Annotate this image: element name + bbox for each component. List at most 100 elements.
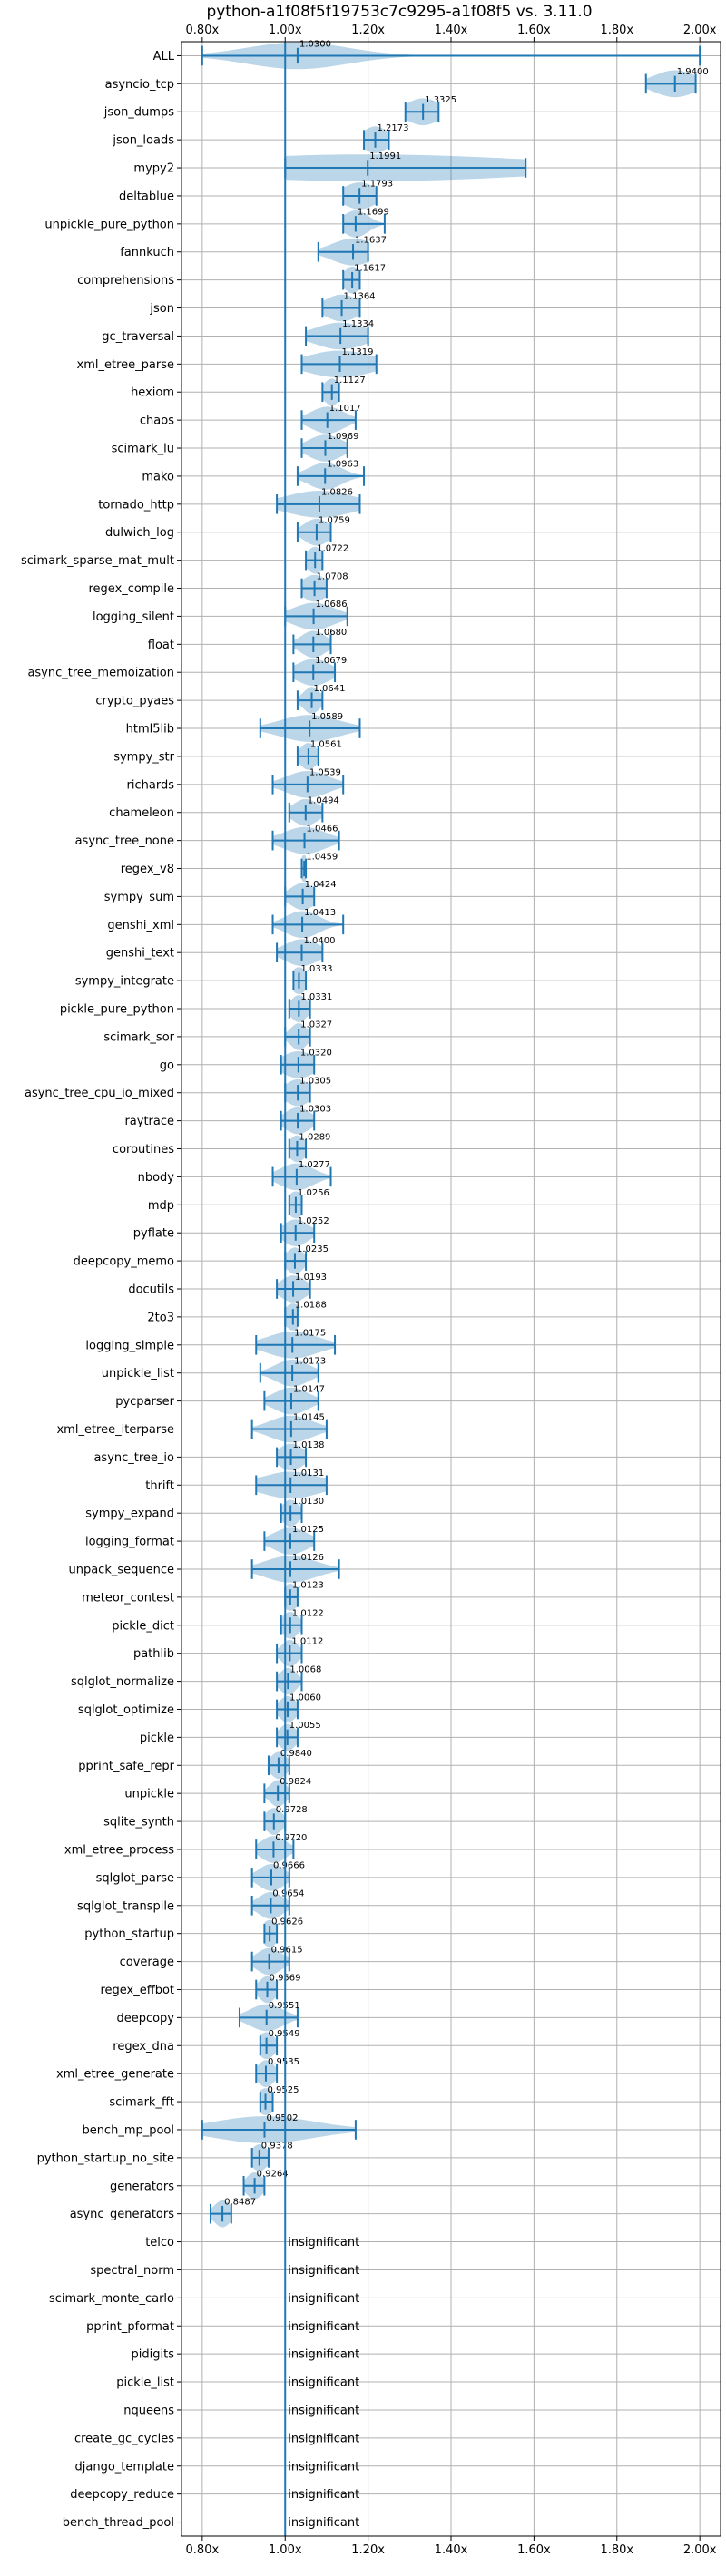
benchmark-row: unpickle_pure_python 1.1699 — [44, 208, 389, 238]
benchmark-name: sqlglot_transpile — [77, 1899, 174, 1913]
benchmark-name: nbody — [138, 1171, 175, 1185]
value-label: 0.9654 — [272, 1889, 304, 1899]
value-label: 1.0561 — [310, 740, 342, 750]
benchmark-name: richards — [127, 778, 175, 792]
x-tick-label-bottom: 1.00x — [269, 2543, 302, 2557]
value-label: 0.9728 — [276, 1805, 308, 1815]
value-label: 1.1364 — [344, 291, 376, 301]
benchmark-name: unpickle — [124, 1788, 174, 1801]
benchmark-name: docutils — [128, 1283, 174, 1297]
benchmark-row: xml_etree_generate 0.9535 — [56, 2057, 299, 2087]
value-label: 1.0300 — [299, 39, 331, 49]
benchmark-row: mako 1.0963 — [142, 460, 366, 490]
benchmark-name: async_generators — [70, 2208, 175, 2221]
chart-title: python-a1f08f5f19753c7c9295-a1f08f5 vs. … — [206, 3, 592, 21]
benchmark-name: django_template — [75, 2460, 174, 2474]
benchmark-row: pickle_pure_python 1.0331 — [60, 992, 332, 1022]
benchmark-name: fannkuch — [120, 246, 174, 259]
x-tick-label-bottom: 0.80x — [186, 2543, 220, 2557]
benchmark-name: genshi_xml — [107, 919, 174, 932]
benchmark-name: logging_format — [85, 1536, 174, 1549]
value-label: 1.0331 — [300, 992, 332, 1002]
benchmark-row: sqlglot_normalize 1.0068 — [71, 1664, 321, 1695]
insignificant-label: insignificant — [288, 2320, 359, 2334]
benchmark-row: async_tree_io 1.0138 — [93, 1440, 325, 1471]
benchmark-name: coverage — [120, 1956, 174, 1969]
value-label: 1.1793 — [361, 180, 393, 190]
benchmark-name: bench_mp_pool — [82, 2123, 174, 2137]
benchmark-row: pprint_pformat insignificant — [86, 2320, 359, 2334]
insignificant-label: insignificant — [288, 2488, 359, 2502]
benchmark-name: xml_etree_generate — [56, 2068, 174, 2082]
benchmark-row: pickle_list insignificant — [116, 2376, 359, 2390]
benchmark-name: regex_compile — [88, 582, 174, 596]
benchmark-row: dulwich_log 1.0759 — [105, 516, 350, 546]
value-label: 0.9264 — [257, 2170, 289, 2180]
benchmark-name: json_dumps — [103, 106, 174, 120]
value-label: 0.9502 — [266, 2113, 298, 2123]
benchmark-row: deepcopy 0.9551 — [116, 2001, 300, 2032]
benchmark-row: pprint_safe_repr 0.9840 — [78, 1749, 312, 1780]
value-label: 1.0173 — [294, 1357, 326, 1367]
benchmark-name: unpickle_list — [102, 1367, 174, 1381]
value-label: 1.0122 — [292, 1609, 324, 1619]
x-tick-label-top: 1.80x — [600, 24, 633, 37]
value-label: 1.0068 — [289, 1664, 321, 1674]
value-label: 1.0131 — [292, 1469, 324, 1478]
benchmark-name: xml_etree_process — [64, 1843, 174, 1857]
value-label: 1.0333 — [300, 964, 332, 974]
benchmark-name: deepcopy_memo — [74, 1255, 174, 1269]
benchmark-row: hexiom 1.1127 — [131, 376, 366, 406]
value-label: 1.0686 — [316, 600, 348, 610]
benchmark-row: pickle_dict 1.0122 — [112, 1609, 324, 1639]
benchmark-name: async_tree_cpu_io_mixed — [25, 1087, 174, 1100]
benchmark-name: mdp — [148, 1199, 174, 1213]
benchmark-row: generators 0.9264 — [110, 2170, 289, 2200]
benchmark-name: sqlglot_optimize — [78, 1703, 174, 1717]
benchmark-name: pickle_dict — [112, 1619, 174, 1633]
benchmark-name: pyflate — [133, 1227, 174, 1241]
benchmark-row: scimark_lu 1.0969 — [112, 432, 359, 462]
benchmark-row: deepcopy_memo 1.0235 — [74, 1244, 329, 1274]
value-label: 1.1017 — [329, 404, 361, 414]
benchmark-row: python_startup_no_site 0.9378 — [37, 2142, 293, 2171]
benchmark-row: asyncio_tcp 1.9400 — [105, 67, 709, 98]
benchmark-row: django_template insignificant — [75, 2460, 360, 2474]
value-label: 1.1699 — [358, 208, 389, 218]
value-label: 1.1334 — [342, 319, 374, 329]
benchmark-row: mdp 1.0256 — [148, 1188, 329, 1219]
value-label: 1.0060 — [289, 1693, 321, 1703]
value-label: 1.0722 — [317, 543, 348, 553]
benchmark-row: sqlite_synth 0.9728 — [103, 1805, 308, 1835]
insignificant-label: insignificant — [288, 2460, 359, 2474]
value-label: 1.0252 — [298, 1216, 329, 1226]
x-tick-label-bottom: 2.00x — [683, 2543, 717, 2557]
value-label: 1.0289 — [299, 1132, 330, 1142]
benchmark-name: pprint_safe_repr — [78, 1760, 174, 1773]
value-label: 1.0123 — [292, 1581, 324, 1591]
x-tick-label-bottom: 1.80x — [600, 2543, 633, 2557]
benchmark-name: json — [149, 302, 174, 316]
benchmark-row: sympy_str 1.0561 — [113, 740, 342, 770]
benchmark-name: python_startup — [84, 1927, 174, 1941]
benchmark-row: nqueens insignificant — [123, 2404, 359, 2417]
value-label: 1.0112 — [291, 1636, 323, 1646]
value-label: 0.9535 — [268, 2057, 299, 2067]
benchmark-name: deepcopy — [116, 2012, 174, 2025]
benchmark-name: gc_traversal — [102, 330, 174, 344]
benchmark-row: unpickle 0.9824 — [124, 1777, 311, 1807]
insignificant-label: insignificant — [288, 2404, 359, 2417]
benchmark-name: scimark_monte_carlo — [49, 2292, 174, 2306]
benchmark-row: pycparser 1.0147 — [115, 1384, 325, 1415]
benchmark-row: sqlglot_transpile 0.9654 — [77, 1889, 304, 1919]
benchmark-name: comprehensions — [77, 274, 174, 288]
benchmark-name: pprint_pformat — [86, 2320, 174, 2334]
value-label: 0.9378 — [261, 2142, 293, 2152]
benchmark-row: mypy2 1.1991 — [133, 151, 527, 181]
benchmark-name: scimark_lu — [112, 443, 174, 456]
benchmark-name: scimark_sor — [103, 1030, 174, 1044]
value-label: 1.1991 — [369, 151, 401, 161]
value-label: 0.9615 — [271, 1945, 303, 1955]
benchmark-row: telco insignificant — [145, 2236, 359, 2249]
